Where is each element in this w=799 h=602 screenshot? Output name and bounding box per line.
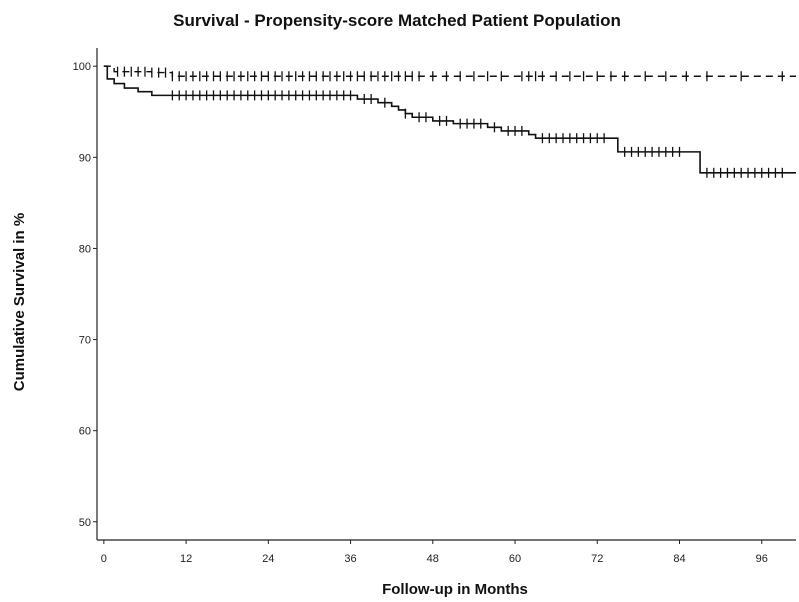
plot-area <box>103 65 796 178</box>
survival-curve-solid <box>103 65 796 174</box>
y-tick-label: 60 <box>79 426 91 438</box>
y-tick-label: 50 <box>79 517 91 529</box>
x-tick-label: 0 <box>101 553 107 565</box>
y-tick-label: 80 <box>79 243 91 255</box>
x-tick-label: 96 <box>756 553 768 565</box>
x-tick-label: 24 <box>262 553 274 565</box>
x-tick-label: 48 <box>427 553 439 565</box>
y-tick-label: 90 <box>79 152 91 164</box>
y-axis-label: Cumulative Survival in % <box>11 213 28 391</box>
x-tick-label: 84 <box>673 553 685 565</box>
x-tick-label: 72 <box>591 553 603 565</box>
x-axis-label: Follow-up in Months <box>382 581 528 598</box>
survival-curve-dashed <box>103 65 796 77</box>
y-tick-label: 70 <box>79 335 91 347</box>
axes: 50 60 70 80 90 100 0 12 24 36 48 60 72 84 96 <box>73 48 796 565</box>
x-tick-label: 36 <box>344 553 356 565</box>
x-tick-label: 60 <box>509 553 521 565</box>
x-tick-label: 12 <box>180 553 192 565</box>
chart-title: Survival - Propensity-score Matched Pati… <box>173 11 621 30</box>
y-tick-label: 100 <box>73 61 91 73</box>
